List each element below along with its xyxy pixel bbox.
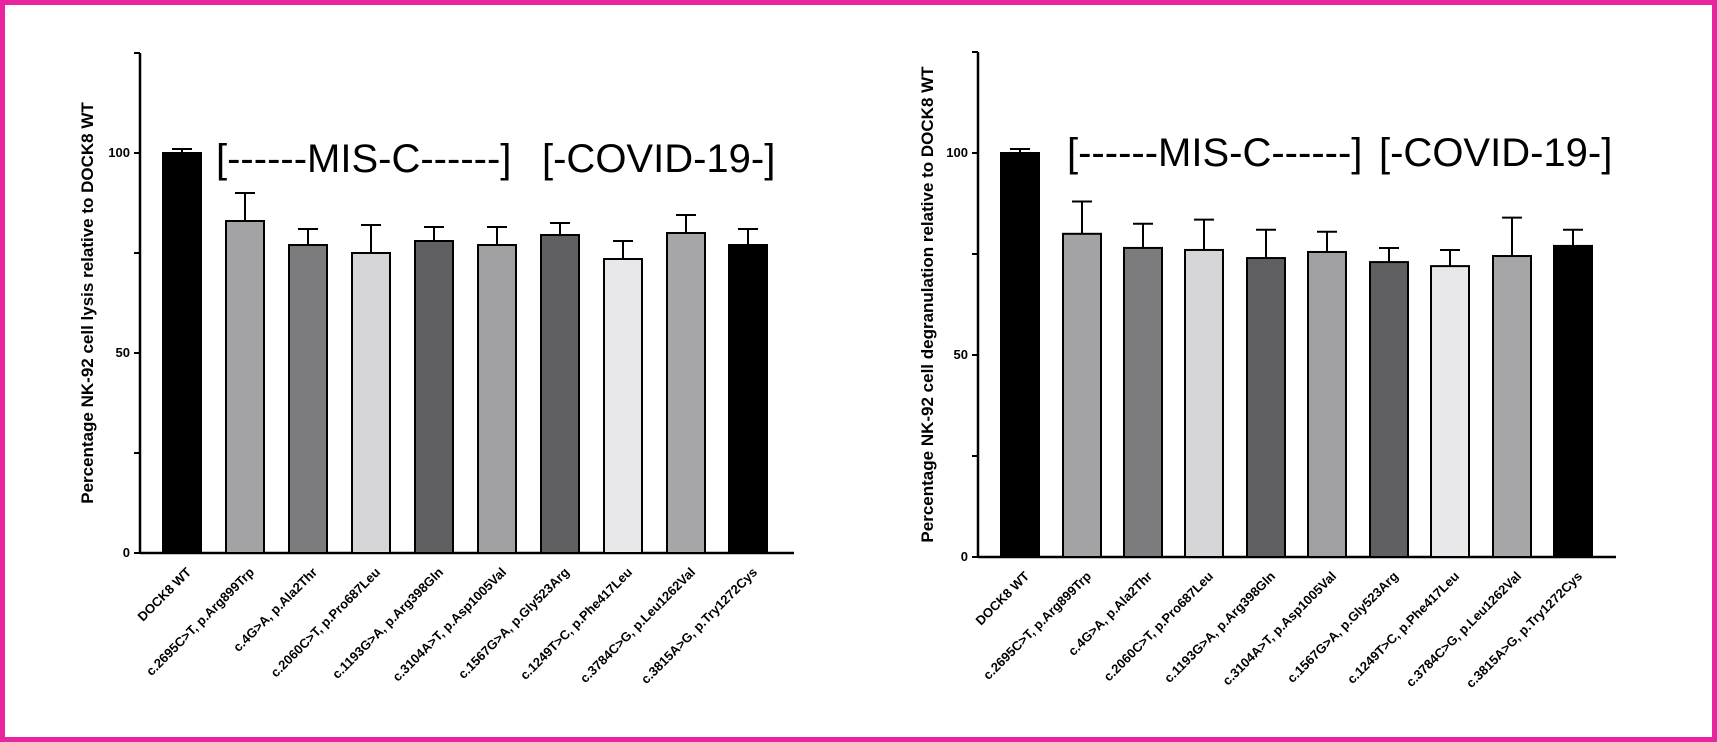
- group-annotation: [-COVID-19-]: [542, 137, 775, 181]
- y-tick-label: 100: [946, 145, 968, 160]
- bar: [225, 220, 265, 554]
- bar: [1430, 265, 1470, 558]
- category-label: c.2695C>T, p.Arg899Trp: [980, 568, 1094, 682]
- group-annotation: [------MIS-C------]: [1067, 131, 1362, 175]
- bar: [540, 234, 580, 554]
- bar: [1307, 250, 1347, 558]
- chart-1: 0 50 100 Percentage NK-92 cell lysis relati…: [78, 52, 794, 687]
- bar: [477, 244, 517, 554]
- bar: [1000, 152, 1040, 558]
- y-axis-title: Percentage NK-92 cell lysis relative to …: [78, 102, 97, 504]
- category-label: c.1193G>A, p.Arg398Gln: [329, 564, 446, 681]
- category-label: c.1567G>A, p.Gly523Arg: [1284, 568, 1401, 685]
- group-annotation: [------MIS-C------]: [216, 137, 511, 181]
- category-label: c.1249T>C, p.Phe417Leu: [1344, 568, 1462, 686]
- category-label: c.3815A>G, p.Try1272Cys: [638, 565, 760, 687]
- bar: [666, 232, 706, 554]
- bar: [288, 244, 328, 554]
- group-annotation: [-COVID-19-]: [1379, 131, 1612, 175]
- category-label: c.3815A>G, p.Try1272Cys: [1463, 569, 1585, 691]
- category-label: c.3784C>G, p.Leu1262Val: [577, 565, 698, 686]
- y-tick-label: 0: [123, 545, 130, 560]
- chart-2: 0 50 100 Percentage NK-92 cell degranulatio…: [918, 51, 1616, 691]
- category-label: c.3784C>G, p.Leu1262Val: [1403, 569, 1524, 690]
- category-label: c.1249T>C, p.Phe417Leu: [517, 564, 635, 682]
- bar: [162, 152, 202, 554]
- bar: [1062, 232, 1102, 559]
- bar: [728, 244, 768, 554]
- category-label: c.2060C>T, p.Pro687Leu: [1101, 568, 1217, 684]
- category-label: c.3104A>T, p.Asp1005Val: [1219, 569, 1339, 689]
- y-tick-label: 50: [954, 347, 968, 362]
- bar: [1123, 246, 1163, 558]
- category-label: DOCK8 WT: [134, 564, 194, 624]
- category-label: c.2060C>T, p.Pro687Leu: [268, 564, 384, 680]
- y-tick-label: 0: [961, 549, 968, 564]
- category-label: c.2695C>T, p.Arg899Trp: [143, 564, 257, 678]
- y-axis-title: Percentage NK-92 cell degranulation rela…: [918, 66, 937, 543]
- bar: [414, 240, 454, 554]
- bar: [1246, 257, 1286, 558]
- bar: [1492, 255, 1532, 558]
- bar: [1553, 244, 1593, 558]
- category-label: c.3104A>T, p.Asp1005Val: [389, 565, 509, 685]
- category-label: c.1567G>A, p.Gly523Arg: [455, 564, 572, 681]
- y-tick-label: 50: [116, 345, 130, 360]
- bar: [603, 258, 643, 554]
- category-label: DOCK8 WT: [972, 568, 1032, 628]
- bar: [1369, 261, 1409, 558]
- y-tick-label: 100: [108, 145, 130, 160]
- bar: [351, 252, 391, 554]
- bar: [1184, 248, 1224, 559]
- category-label: c.1193G>A, p.Arg398Gln: [1161, 568, 1278, 685]
